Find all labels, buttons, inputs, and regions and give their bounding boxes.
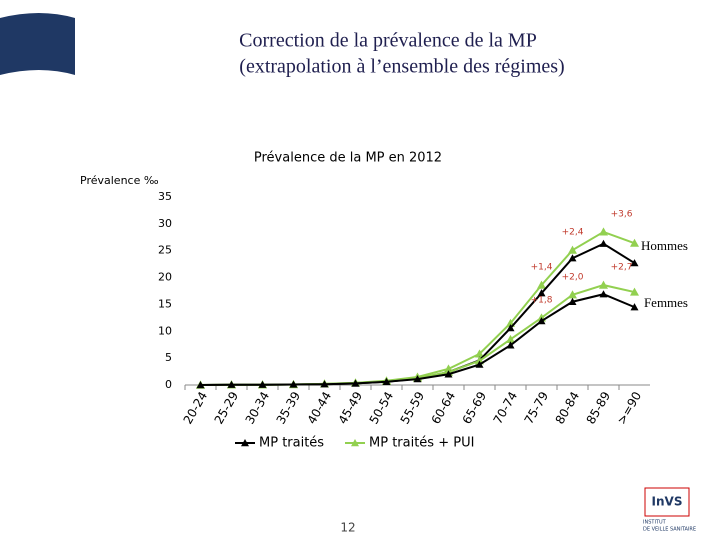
line xyxy=(200,284,635,386)
title: Correction de la prévalence de la MP xyxy=(239,30,537,52)
marker xyxy=(382,377,391,385)
x-tick-label: 20-24 xyxy=(181,389,211,426)
annotation: +3,6 xyxy=(611,209,633,219)
x-tick-label: 25-29 xyxy=(212,389,242,426)
line xyxy=(200,242,636,386)
logo-text: INSTITUT xyxy=(643,520,667,526)
marker xyxy=(227,380,236,388)
x-tick-label: 80-84 xyxy=(553,389,583,426)
marker xyxy=(506,341,515,349)
y-tick-label: 30 xyxy=(158,217,172,230)
legend-label: MP traités xyxy=(259,436,324,451)
group-label: Femmes xyxy=(644,295,688,310)
line xyxy=(200,293,635,386)
x-tick-label: 50-54 xyxy=(367,389,397,426)
y-tick-label: 0 xyxy=(165,378,172,391)
title: (extrapolation à l’ensemble des régimes) xyxy=(239,56,564,78)
annotation: +1,8 xyxy=(531,295,553,305)
marker xyxy=(630,259,639,267)
marker xyxy=(599,239,608,247)
marker xyxy=(506,334,515,343)
annotation: +2,4 xyxy=(562,228,584,238)
marker xyxy=(630,238,639,247)
x-tick-label: 40-44 xyxy=(305,389,335,426)
marker xyxy=(568,290,577,299)
chart-title: Prévalence de la MP en 2012 xyxy=(254,151,442,166)
annotation: +2,0 xyxy=(562,272,584,282)
marker xyxy=(568,254,577,262)
marker xyxy=(475,360,484,368)
marker xyxy=(413,375,422,383)
annotation: +2,7 xyxy=(611,263,633,273)
logo-text: DE VEILLE SANITAIRE xyxy=(643,527,696,533)
y-label: Prévalence ‰ xyxy=(80,174,159,187)
y-tick-label: 10 xyxy=(158,324,172,337)
marker xyxy=(568,297,577,305)
marker xyxy=(537,289,546,297)
y-tick-label: 20 xyxy=(158,271,172,284)
group-label: Hommes xyxy=(641,238,688,253)
marker xyxy=(599,280,608,289)
x-tick-label: 45-49 xyxy=(336,389,366,426)
marker xyxy=(444,370,453,378)
logo-box xyxy=(644,487,690,517)
y-tick-label: 15 xyxy=(158,297,172,310)
marker xyxy=(630,303,639,311)
marker xyxy=(196,381,205,389)
x-tick-label: 55-59 xyxy=(398,389,428,426)
y-tick-label: 35 xyxy=(158,190,172,203)
marker xyxy=(537,280,546,289)
marker xyxy=(351,379,360,387)
marker xyxy=(537,317,546,325)
x-tick-label: 65-69 xyxy=(460,389,490,426)
page-number: 12 xyxy=(340,521,355,535)
x-tick-label: 75-79 xyxy=(522,389,552,426)
y-tick-label: 5 xyxy=(165,351,172,364)
legend-label: MP traités + PUI xyxy=(369,436,474,451)
flag xyxy=(0,13,75,75)
marker xyxy=(258,380,267,388)
marker xyxy=(599,290,608,298)
x-tick-label: 60-64 xyxy=(429,389,459,426)
annotation: +1,4 xyxy=(531,263,553,273)
marker xyxy=(506,324,515,332)
legend-marker xyxy=(241,439,249,447)
marker xyxy=(475,349,484,358)
marker xyxy=(568,245,577,254)
logo: InVS xyxy=(652,495,683,509)
y-tick-label: 25 xyxy=(158,244,172,257)
legend-marker xyxy=(351,439,359,447)
x-tick-label: >=90 xyxy=(614,389,644,427)
x-tick-label: 85-89 xyxy=(584,389,614,426)
x-tick-label: 35-39 xyxy=(274,389,304,426)
marker xyxy=(599,227,608,236)
marker xyxy=(320,380,329,388)
marker xyxy=(630,287,639,296)
x-tick-label: 70-74 xyxy=(491,389,521,426)
x-tick-label: 30-34 xyxy=(243,389,273,426)
line xyxy=(200,230,635,386)
marker xyxy=(289,380,298,388)
